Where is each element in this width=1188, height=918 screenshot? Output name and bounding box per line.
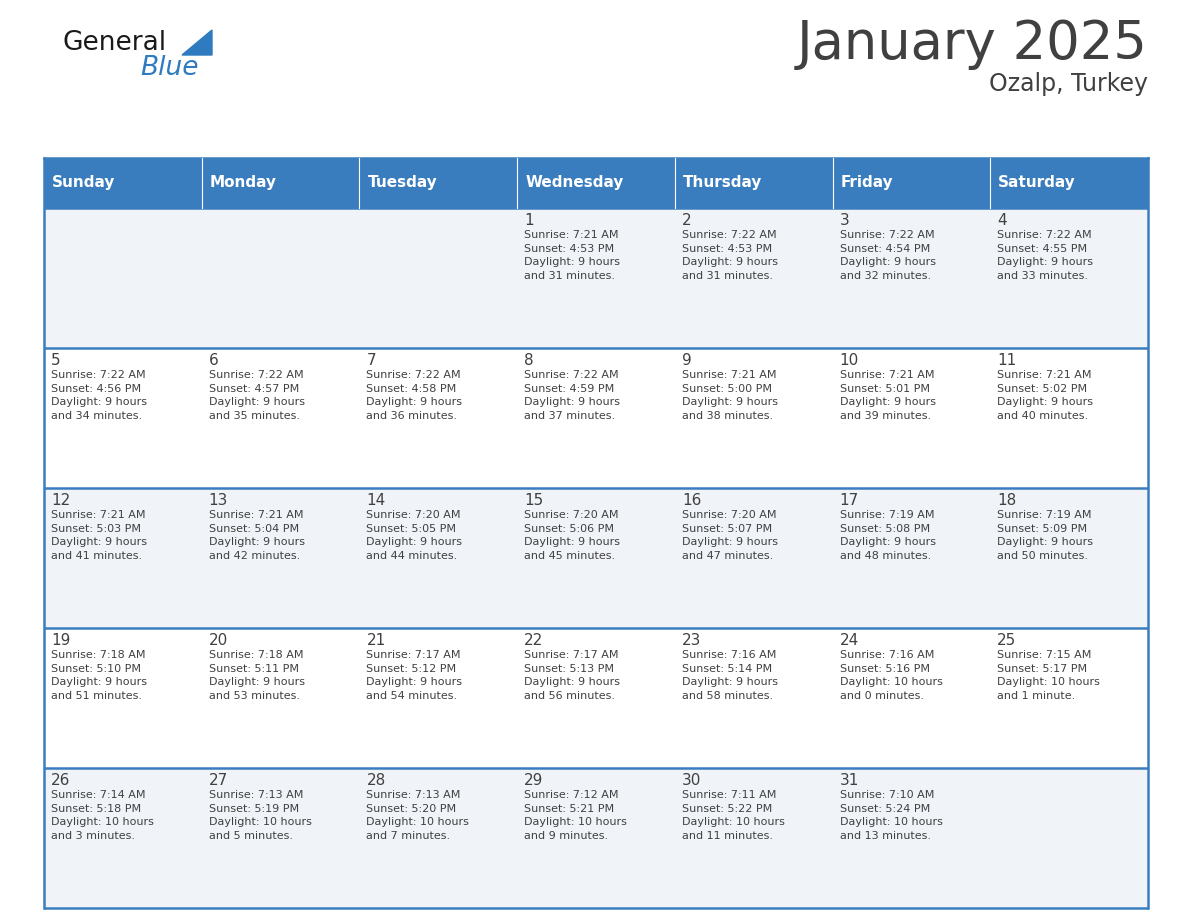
Bar	[44, 488, 1148, 628]
Text: Sunrise: 7:22 AM
Sunset: 4:56 PM
Daylight: 9 hours
and 34 minutes.: Sunrise: 7:22 AM Sunset: 4:56 PM Dayligh…	[51, 370, 147, 420]
Text: Sunrise: 7:22 AM
Sunset: 4:59 PM
Daylight: 9 hours
and 37 minutes.: Sunrise: 7:22 AM Sunset: 4:59 PM Dayligh…	[524, 370, 620, 420]
Text: 14: 14	[366, 493, 386, 508]
Text: Sunrise: 7:22 AM
Sunset: 4:54 PM
Daylight: 9 hours
and 32 minutes.: Sunrise: 7:22 AM Sunset: 4:54 PM Dayligh…	[840, 230, 936, 281]
Text: 16: 16	[682, 493, 701, 508]
Text: 27: 27	[209, 773, 228, 788]
Text: Sunrise: 7:21 AM
Sunset: 5:04 PM
Daylight: 9 hours
and 42 minutes.: Sunrise: 7:21 AM Sunset: 5:04 PM Dayligh…	[209, 510, 304, 561]
Text: 17: 17	[840, 493, 859, 508]
Text: Sunrise: 7:21 AM
Sunset: 5:01 PM
Daylight: 9 hours
and 39 minutes.: Sunrise: 7:21 AM Sunset: 5:01 PM Dayligh…	[840, 370, 936, 420]
Text: Sunrise: 7:19 AM
Sunset: 5:08 PM
Daylight: 9 hours
and 48 minutes.: Sunrise: 7:19 AM Sunset: 5:08 PM Dayligh…	[840, 510, 936, 561]
Text: Sunday: Sunday	[52, 175, 115, 191]
Text: General: General	[62, 30, 166, 56]
Text: 22: 22	[524, 633, 543, 648]
Text: 31: 31	[840, 773, 859, 788]
Text: 13: 13	[209, 493, 228, 508]
Text: 19: 19	[51, 633, 70, 648]
Bar	[44, 628, 1148, 768]
Text: Sunrise: 7:10 AM
Sunset: 5:24 PM
Daylight: 10 hours
and 13 minutes.: Sunrise: 7:10 AM Sunset: 5:24 PM Dayligh…	[840, 790, 942, 841]
Text: 4: 4	[997, 213, 1007, 228]
Text: 30: 30	[682, 773, 701, 788]
Text: 23: 23	[682, 633, 701, 648]
Text: 20: 20	[209, 633, 228, 648]
Text: Sunrise: 7:16 AM
Sunset: 5:16 PM
Daylight: 10 hours
and 0 minutes.: Sunrise: 7:16 AM Sunset: 5:16 PM Dayligh…	[840, 650, 942, 700]
Text: Sunrise: 7:13 AM
Sunset: 5:20 PM
Daylight: 10 hours
and 7 minutes.: Sunrise: 7:13 AM Sunset: 5:20 PM Dayligh…	[366, 790, 469, 841]
Text: 7: 7	[366, 353, 377, 368]
Text: Sunrise: 7:21 AM
Sunset: 5:03 PM
Daylight: 9 hours
and 41 minutes.: Sunrise: 7:21 AM Sunset: 5:03 PM Dayligh…	[51, 510, 147, 561]
Text: Sunrise: 7:21 AM
Sunset: 4:53 PM
Daylight: 9 hours
and 31 minutes.: Sunrise: 7:21 AM Sunset: 4:53 PM Dayligh…	[524, 230, 620, 281]
Text: 18: 18	[997, 493, 1017, 508]
Text: Friday: Friday	[841, 175, 893, 191]
Text: Saturday: Saturday	[998, 175, 1076, 191]
Text: 28: 28	[366, 773, 386, 788]
Text: Sunrise: 7:21 AM
Sunset: 5:02 PM
Daylight: 9 hours
and 40 minutes.: Sunrise: 7:21 AM Sunset: 5:02 PM Dayligh…	[997, 370, 1093, 420]
Bar	[44, 208, 1148, 348]
Text: 29: 29	[524, 773, 544, 788]
Text: 9: 9	[682, 353, 691, 368]
Text: 10: 10	[840, 353, 859, 368]
Text: Tuesday: Tuesday	[367, 175, 437, 191]
Text: 3: 3	[840, 213, 849, 228]
Text: Sunrise: 7:19 AM
Sunset: 5:09 PM
Daylight: 9 hours
and 50 minutes.: Sunrise: 7:19 AM Sunset: 5:09 PM Dayligh…	[997, 510, 1093, 561]
Text: Sunrise: 7:22 AM
Sunset: 4:53 PM
Daylight: 9 hours
and 31 minutes.: Sunrise: 7:22 AM Sunset: 4:53 PM Dayligh…	[682, 230, 778, 281]
Bar	[833, 158, 991, 208]
Text: Sunrise: 7:20 AM
Sunset: 5:05 PM
Daylight: 9 hours
and 44 minutes.: Sunrise: 7:20 AM Sunset: 5:05 PM Dayligh…	[366, 510, 462, 561]
Text: 8: 8	[524, 353, 533, 368]
Text: Sunrise: 7:11 AM
Sunset: 5:22 PM
Daylight: 10 hours
and 11 minutes.: Sunrise: 7:11 AM Sunset: 5:22 PM Dayligh…	[682, 790, 785, 841]
Text: Sunrise: 7:15 AM
Sunset: 5:17 PM
Daylight: 10 hours
and 1 minute.: Sunrise: 7:15 AM Sunset: 5:17 PM Dayligh…	[997, 650, 1100, 700]
Text: Sunrise: 7:12 AM
Sunset: 5:21 PM
Daylight: 10 hours
and 9 minutes.: Sunrise: 7:12 AM Sunset: 5:21 PM Dayligh…	[524, 790, 627, 841]
Bar	[675, 158, 833, 208]
Bar	[44, 768, 1148, 908]
Text: 15: 15	[524, 493, 543, 508]
Text: 11: 11	[997, 353, 1017, 368]
Text: Ozalp, Turkey: Ozalp, Turkey	[988, 72, 1148, 96]
Text: Sunrise: 7:18 AM
Sunset: 5:11 PM
Daylight: 9 hours
and 53 minutes.: Sunrise: 7:18 AM Sunset: 5:11 PM Dayligh…	[209, 650, 304, 700]
Text: Sunrise: 7:20 AM
Sunset: 5:07 PM
Daylight: 9 hours
and 47 minutes.: Sunrise: 7:20 AM Sunset: 5:07 PM Dayligh…	[682, 510, 778, 561]
Text: January 2025: January 2025	[797, 18, 1148, 70]
Text: 2: 2	[682, 213, 691, 228]
Text: Thursday: Thursday	[683, 175, 763, 191]
Text: Sunrise: 7:21 AM
Sunset: 5:00 PM
Daylight: 9 hours
and 38 minutes.: Sunrise: 7:21 AM Sunset: 5:00 PM Dayligh…	[682, 370, 778, 420]
Bar	[202, 158, 360, 208]
Bar	[44, 348, 1148, 488]
Bar	[991, 158, 1148, 208]
Text: 5: 5	[51, 353, 61, 368]
Text: 1: 1	[524, 213, 533, 228]
Text: 12: 12	[51, 493, 70, 508]
Text: 24: 24	[840, 633, 859, 648]
Text: Sunrise: 7:17 AM
Sunset: 5:12 PM
Daylight: 9 hours
and 54 minutes.: Sunrise: 7:17 AM Sunset: 5:12 PM Dayligh…	[366, 650, 462, 700]
Bar	[517, 158, 675, 208]
Text: Sunrise: 7:13 AM
Sunset: 5:19 PM
Daylight: 10 hours
and 5 minutes.: Sunrise: 7:13 AM Sunset: 5:19 PM Dayligh…	[209, 790, 311, 841]
Text: Blue: Blue	[140, 55, 198, 81]
Text: Sunrise: 7:20 AM
Sunset: 5:06 PM
Daylight: 9 hours
and 45 minutes.: Sunrise: 7:20 AM Sunset: 5:06 PM Dayligh…	[524, 510, 620, 561]
Text: 21: 21	[366, 633, 386, 648]
Text: Sunrise: 7:18 AM
Sunset: 5:10 PM
Daylight: 9 hours
and 51 minutes.: Sunrise: 7:18 AM Sunset: 5:10 PM Dayligh…	[51, 650, 147, 700]
Text: Monday: Monday	[210, 175, 277, 191]
Text: Sunrise: 7:17 AM
Sunset: 5:13 PM
Daylight: 9 hours
and 56 minutes.: Sunrise: 7:17 AM Sunset: 5:13 PM Dayligh…	[524, 650, 620, 700]
Text: 6: 6	[209, 353, 219, 368]
Bar	[44, 158, 202, 208]
Text: Wednesday: Wednesday	[525, 175, 624, 191]
Text: 26: 26	[51, 773, 70, 788]
Text: Sunrise: 7:22 AM
Sunset: 4:57 PM
Daylight: 9 hours
and 35 minutes.: Sunrise: 7:22 AM Sunset: 4:57 PM Dayligh…	[209, 370, 304, 420]
Text: 25: 25	[997, 633, 1017, 648]
Text: Sunrise: 7:22 AM
Sunset: 4:58 PM
Daylight: 9 hours
and 36 minutes.: Sunrise: 7:22 AM Sunset: 4:58 PM Dayligh…	[366, 370, 462, 420]
Text: Sunrise: 7:16 AM
Sunset: 5:14 PM
Daylight: 9 hours
and 58 minutes.: Sunrise: 7:16 AM Sunset: 5:14 PM Dayligh…	[682, 650, 778, 700]
Text: Sunrise: 7:14 AM
Sunset: 5:18 PM
Daylight: 10 hours
and 3 minutes.: Sunrise: 7:14 AM Sunset: 5:18 PM Dayligh…	[51, 790, 154, 841]
Text: Sunrise: 7:22 AM
Sunset: 4:55 PM
Daylight: 9 hours
and 33 minutes.: Sunrise: 7:22 AM Sunset: 4:55 PM Dayligh…	[997, 230, 1093, 281]
Polygon shape	[182, 30, 211, 55]
Bar	[360, 158, 517, 208]
